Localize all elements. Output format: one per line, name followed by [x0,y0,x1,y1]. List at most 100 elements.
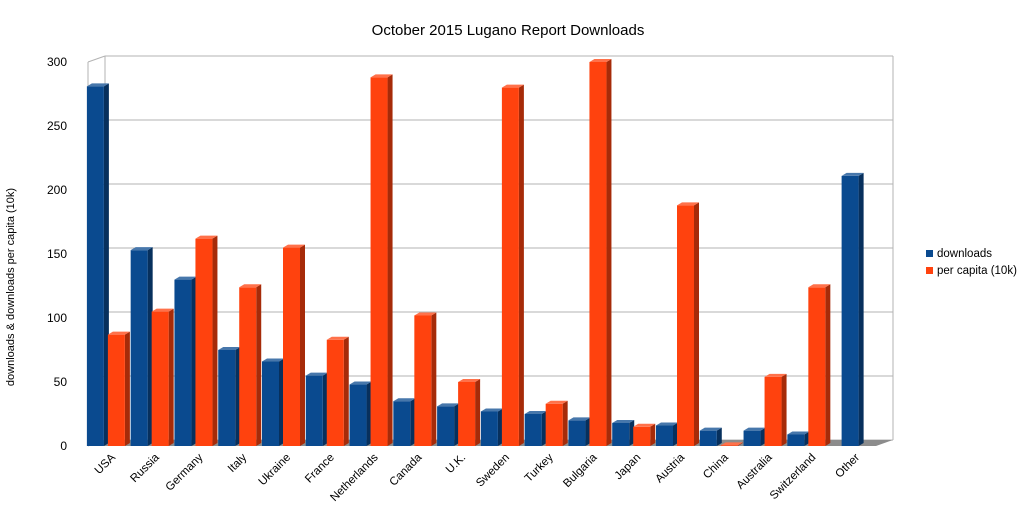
bar-downloads-netherlands [349,381,372,446]
bar-top [633,423,656,427]
bar-front [239,287,257,446]
bar-top [283,244,305,248]
x-tick-label: U.K. [444,452,468,476]
bar-top [393,398,416,402]
bar-downloads-usa [86,83,109,446]
bar-front [743,430,761,446]
bar-per-capita-u-k- [458,379,481,446]
bar-top [326,336,349,340]
bar-side [366,381,372,446]
bar-top [195,235,218,239]
bar-side [606,59,612,446]
bar-top [107,331,130,335]
bar-per-capita-australia [764,373,787,446]
bar-side [541,411,547,446]
y-tick-label: 250 [47,119,67,133]
bar-per-capita-china [720,442,743,446]
bar-top [808,284,831,288]
bar-per-capita-turkey [545,400,568,446]
bar-side [629,419,635,446]
bar-downloads-japan [612,419,635,446]
bar-side [279,358,284,446]
bar-side [737,442,743,446]
bar-downloads-russia [130,247,153,446]
bar-side [103,83,109,446]
bar-side [497,408,503,446]
x-tick-label: Italy [226,451,250,475]
bar-side [716,427,722,446]
legend-swatch [926,267,933,274]
bar-front [218,350,236,446]
bar-downloads-china [699,427,722,446]
x-tick-label: Austria [653,451,687,485]
bar-front [458,382,476,446]
bar-top [349,381,372,385]
bar-side [804,431,810,446]
bar-side [343,336,349,446]
bar-per-capita-russia [151,308,174,446]
bar-per-capita-sweden [501,84,524,446]
gridline-side [87,55,106,63]
bar-downloads-canada [393,398,416,446]
bar-per-capita-ukraine [283,244,305,446]
bar-downloads-france [305,372,328,446]
bar-side [760,427,766,446]
bar-downloads-bulgaria [568,417,591,446]
bar-per-capita-canada [414,312,437,446]
bar-per-capita-france [326,336,349,446]
x-tick-label: Ukraine [257,452,294,489]
bar-downloads-turkey [524,411,547,446]
bar-downloads-sweden [480,408,503,446]
bar-front [764,376,782,446]
bar-per-capita-bulgaria [589,59,612,446]
bar-top [524,411,547,414]
y-tick-label: 200 [47,183,67,197]
bar-front [841,175,859,447]
bar-downloads-italy [218,347,241,446]
bar-top [130,247,153,251]
bar-front [501,87,519,446]
bar-top [841,172,864,176]
legend-label: per capita (10k) [937,265,1017,277]
bar-per-capita-germany [195,235,218,446]
x-tick-label: USA [93,451,118,476]
bar-side [475,379,481,446]
x-tick-label: Russia [128,451,162,485]
bar-front [568,420,586,446]
bar-front [174,279,192,446]
bar-top [501,84,524,88]
bar-front [612,422,630,446]
bar-side [124,331,130,446]
bar-side [518,84,524,446]
bar-front [283,247,300,446]
bar-front [808,287,826,446]
bar-front [107,334,125,446]
bar-top [764,373,787,377]
bar-top [414,312,437,316]
bar-front [524,414,542,446]
x-tick-label: Switzerland [768,452,819,503]
bar-side [431,312,437,446]
x-tick-label: Netherlands [328,451,381,504]
bar-side [410,398,416,446]
bar-side [191,276,197,446]
bar-top [370,74,393,78]
y-axis-label: downloads & downloads per capita (10k) [5,188,17,386]
bar-top [174,276,197,280]
x-tick-label: Canada [387,451,424,488]
bar-per-capita-switzerland [808,284,831,446]
bar-side [562,400,568,446]
bar-side [147,247,153,446]
bar-top [239,284,262,288]
y-tick-label: 50 [54,375,68,389]
bar-side [387,74,393,447]
bar-top [743,427,766,431]
bar-front [349,384,367,446]
bar-front [195,238,213,446]
bar-front [480,411,498,446]
bar-downloads-u-k- [437,403,460,446]
bar-downloads-switzerland [787,431,810,446]
bar-downloads-austria [656,422,678,446]
bar-side [300,244,305,446]
